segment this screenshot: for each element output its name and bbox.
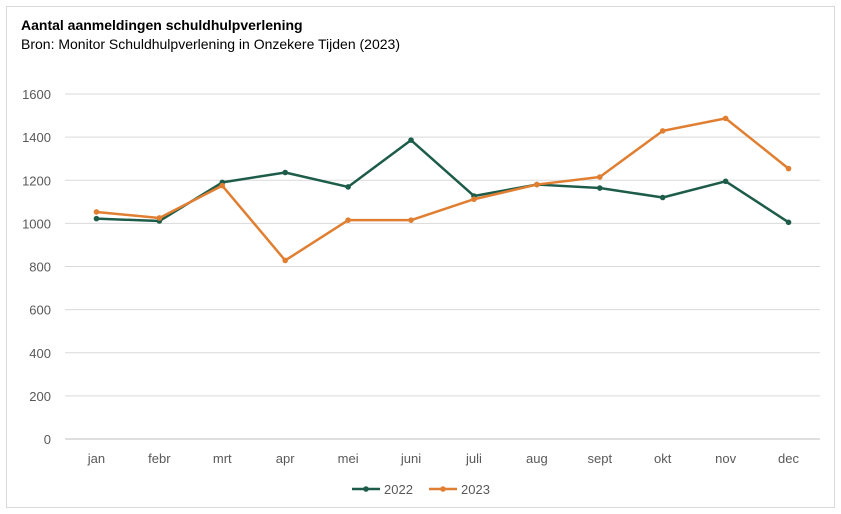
- y-tick-label: 1000: [22, 216, 51, 231]
- data-point-2022-jan: [93, 215, 100, 222]
- y-tick-label: 800: [29, 260, 51, 275]
- x-tick-label: apr: [276, 451, 295, 466]
- data-point-2023-febr: [156, 215, 163, 221]
- data-point-2022-apr: [282, 169, 289, 176]
- x-tick-label: juni: [400, 451, 421, 466]
- legend-marker-2022: [363, 486, 369, 492]
- y-tick-label: 200: [29, 389, 51, 404]
- x-tick-label: mei: [338, 451, 359, 466]
- x-tick-label: sept: [588, 451, 613, 466]
- data-point-2023-dec: [785, 165, 792, 172]
- chart-frame: [6, 6, 835, 508]
- data-point-2022-sept: [596, 185, 603, 191]
- x-tick-label: jan: [87, 451, 105, 466]
- y-tick-label: 1400: [22, 130, 51, 145]
- data-point-2023-mrt: [219, 182, 226, 189]
- data-point-2022-nov: [722, 178, 729, 185]
- y-tick-label: 0: [44, 432, 51, 447]
- data-point-2023-apr: [282, 257, 289, 264]
- y-tick-label: 1200: [22, 173, 51, 188]
- data-point-2023-juli: [471, 196, 477, 203]
- legend-label-2022: 2022: [384, 482, 413, 497]
- chart-subtitle: Bron: Monitor Schuldhulpverlening in Onz…: [21, 36, 400, 52]
- legend-marker-2023: [440, 486, 446, 492]
- data-point-2023-juni: [408, 217, 414, 223]
- data-point-2023-jan: [93, 209, 100, 215]
- y-tick-label: 1600: [22, 87, 51, 102]
- x-tick-label: aug: [526, 451, 548, 466]
- y-tick-label: 400: [29, 346, 51, 361]
- x-tick-label: okt: [654, 451, 672, 466]
- data-point-2023-okt: [659, 128, 666, 134]
- data-point-2022-mei: [345, 184, 351, 190]
- x-tick-label: nov: [715, 451, 736, 466]
- x-tick-label: mrt: [213, 451, 232, 466]
- data-point-2023-aug: [534, 181, 540, 188]
- y-tick-label: 600: [29, 303, 51, 318]
- x-tick-label: juli: [465, 451, 482, 466]
- data-point-2022-okt: [659, 194, 666, 201]
- x-tick-label: febr: [148, 451, 171, 466]
- series-line-2022: [96, 138, 790, 224]
- data-point-2022-juni: [408, 137, 414, 143]
- chart-title: Aantal aanmeldingen schuldhulpverlening: [21, 17, 303, 33]
- legend-label-2023: 2023: [461, 482, 490, 497]
- series-line-2023: [96, 117, 790, 262]
- data-point-2023-nov: [722, 115, 729, 122]
- data-point-2023-mei: [345, 217, 351, 223]
- data-point-2022-dec: [785, 219, 792, 226]
- x-tick-label: dec: [778, 451, 799, 466]
- data-point-2023-sept: [596, 174, 603, 180]
